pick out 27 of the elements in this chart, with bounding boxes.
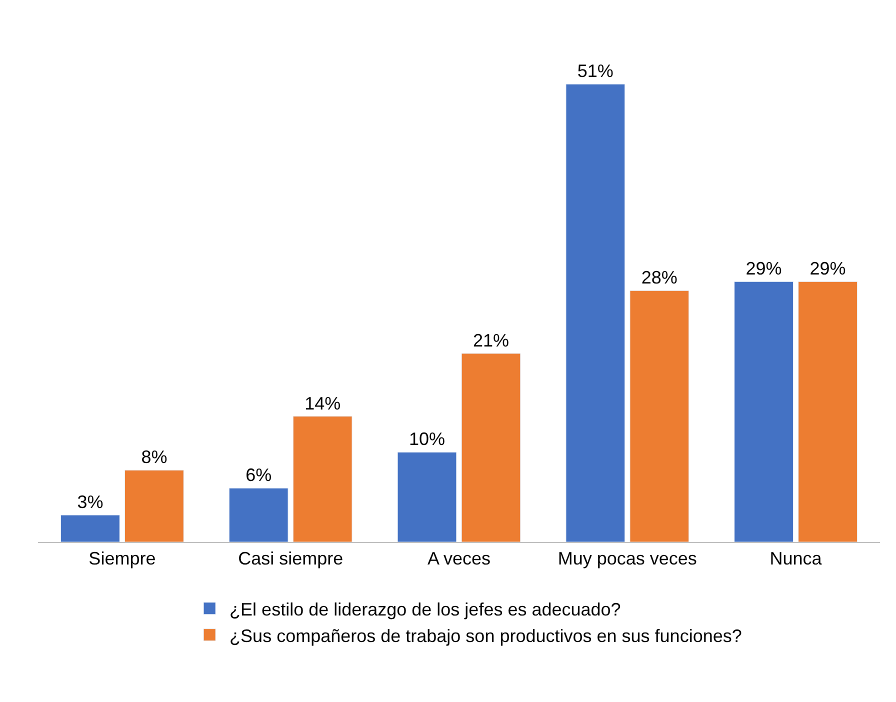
data-label: 8%	[141, 447, 168, 468]
data-label: 51%	[577, 61, 614, 82]
legend-label: ¿Sus compañeros de trabajo son productivos en sus funciones?	[230, 626, 742, 646]
bar	[124, 470, 184, 542]
x-tick-label: Siempre	[88, 548, 156, 569]
bar	[461, 353, 521, 542]
x-tick-label: Casi siempre	[238, 548, 344, 569]
bar	[734, 281, 794, 542]
bar	[798, 281, 858, 542]
bar	[292, 416, 352, 542]
legend-label: ¿El estilo de liderazgo de los jefes es adecuado?	[230, 599, 621, 620]
x-tick-label: Muy pocas veces	[558, 548, 697, 569]
x-tick-label: Nunca	[770, 548, 823, 569]
x-tick-label: A veces	[427, 548, 491, 569]
bar	[566, 84, 626, 542]
data-label: 29%	[810, 258, 846, 279]
data-label: 10%	[408, 429, 446, 450]
data-label: 6%	[246, 465, 272, 486]
data-label: 3%	[77, 492, 104, 512]
bar	[228, 488, 288, 542]
data-label: 14%	[304, 393, 341, 414]
bar	[630, 290, 690, 542]
data-label: 29%	[746, 258, 782, 279]
bar	[60, 514, 120, 542]
bar	[397, 452, 457, 542]
data-label: 21%	[472, 330, 510, 350]
data-label: 28%	[641, 268, 678, 288]
